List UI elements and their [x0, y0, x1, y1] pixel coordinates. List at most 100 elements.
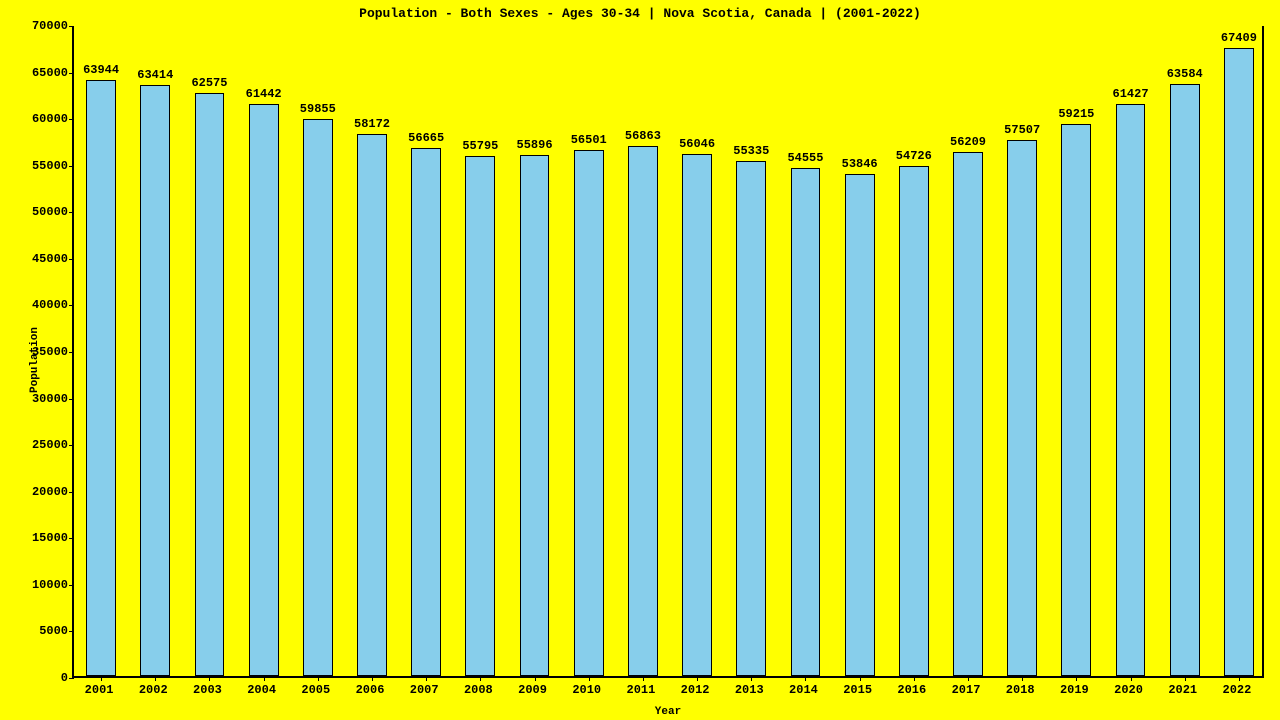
xtick-mark [1185, 676, 1186, 681]
bar [140, 85, 170, 676]
xtick-mark [155, 676, 156, 681]
bar [736, 161, 766, 676]
xtick-mark [1239, 676, 1240, 681]
xtick-label: 2002 [139, 683, 168, 697]
xtick-mark [101, 676, 102, 681]
ytick-mark [69, 492, 74, 493]
ytick-label: 60000 [12, 112, 68, 126]
bar-value-label: 57507 [1004, 123, 1040, 137]
xtick-label: 2022 [1223, 683, 1252, 697]
ytick-mark [69, 212, 74, 213]
bar-value-label: 56046 [679, 137, 715, 151]
xtick-label: 2012 [681, 683, 710, 697]
bar [628, 146, 658, 676]
ytick-mark [69, 259, 74, 260]
bar [1116, 104, 1146, 676]
bars-layer: 63944 63414 62575 61442 59855 58172 56665 55795… [74, 26, 1262, 676]
bar [1170, 84, 1200, 676]
xtick-label: 2005 [301, 683, 330, 697]
bar-value-label: 56209 [950, 135, 986, 149]
bar [1061, 124, 1091, 676]
ytick-label: 55000 [12, 159, 68, 173]
chart-title: Population - Both Sexes - Ages 30-34 | N… [0, 6, 1280, 21]
bar-value-label: 54726 [896, 149, 932, 163]
ytick-mark [69, 538, 74, 539]
ytick-mark [69, 399, 74, 400]
ytick-label: 45000 [12, 252, 68, 266]
xtick-label: 2015 [843, 683, 872, 697]
xtick-mark [751, 676, 752, 681]
bar-value-label: 63944 [83, 63, 119, 77]
bar [195, 93, 225, 676]
ytick-mark [69, 585, 74, 586]
ytick-mark [69, 119, 74, 120]
y-axis-label: Population [29, 327, 41, 393]
ytick-mark [69, 305, 74, 306]
xtick-label: 2021 [1168, 683, 1197, 697]
ytick-label: 15000 [12, 531, 68, 545]
xtick-mark [1076, 676, 1077, 681]
ytick-label: 25000 [12, 438, 68, 452]
ytick-label: 0 [12, 671, 68, 685]
ytick-mark [69, 73, 74, 74]
bar [86, 80, 116, 676]
xtick-label: 2017 [952, 683, 981, 697]
ytick-mark [69, 166, 74, 167]
xtick-mark [1022, 676, 1023, 681]
bar [953, 152, 983, 676]
xtick-label: 2018 [1006, 683, 1035, 697]
bar-value-label: 63584 [1167, 67, 1203, 81]
bar-value-label: 55335 [733, 144, 769, 158]
bar-value-label: 59855 [300, 102, 336, 116]
xtick-label: 2014 [789, 683, 818, 697]
xtick-mark [372, 676, 373, 681]
ytick-mark [69, 352, 74, 353]
xtick-label: 2020 [1114, 683, 1143, 697]
xtick-mark [426, 676, 427, 681]
xtick-mark [209, 676, 210, 681]
bar-value-label: 58172 [354, 117, 390, 131]
bar [249, 104, 279, 676]
bar [899, 166, 929, 676]
xtick-mark [318, 676, 319, 681]
x-axis-label: Year [72, 706, 1264, 718]
bar-value-label: 56501 [571, 133, 607, 147]
bar-value-label: 53846 [842, 157, 878, 171]
ytick-label: 10000 [12, 578, 68, 592]
bar-value-label: 61427 [1113, 87, 1149, 101]
xtick-label: 2019 [1060, 683, 1089, 697]
bar-value-label: 63414 [137, 68, 173, 82]
ytick-label: 65000 [12, 66, 68, 80]
ytick-mark [69, 26, 74, 27]
xtick-mark [480, 676, 481, 681]
bar [574, 150, 604, 676]
bar-value-label: 56665 [408, 131, 444, 145]
ytick-mark [69, 631, 74, 632]
bar-value-label: 59215 [1058, 107, 1094, 121]
xtick-mark [264, 676, 265, 681]
bar [520, 155, 550, 676]
ytick-mark [69, 678, 74, 679]
bar [303, 119, 333, 677]
xtick-label: 2003 [193, 683, 222, 697]
ytick-label: 35000 [12, 345, 68, 359]
ytick-mark [69, 445, 74, 446]
chart-container: Population - Both Sexes - Ages 30-34 | N… [0, 0, 1280, 720]
bar-value-label: 61442 [246, 87, 282, 101]
ytick-label: 20000 [12, 485, 68, 499]
bar-value-label: 62575 [191, 76, 227, 90]
xtick-label: 2009 [518, 683, 547, 697]
xtick-label: 2007 [410, 683, 439, 697]
bar [791, 168, 821, 676]
bar [411, 148, 441, 676]
xtick-mark [589, 676, 590, 681]
xtick-label: 2016 [897, 683, 926, 697]
bar-value-label: 55795 [462, 139, 498, 153]
bar [682, 154, 712, 676]
bar [1224, 48, 1254, 676]
ytick-label: 5000 [12, 624, 68, 638]
bar [1007, 140, 1037, 676]
bar-value-label: 54555 [787, 151, 823, 165]
xtick-mark [805, 676, 806, 681]
xtick-mark [860, 676, 861, 681]
